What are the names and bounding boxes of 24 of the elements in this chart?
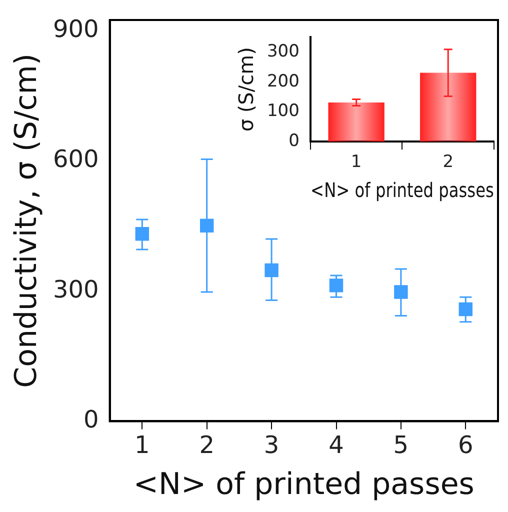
y-tick-label: 0 (288, 131, 300, 152)
x-tick-label: 6 (458, 430, 474, 459)
point (264, 263, 278, 278)
y-tick-label: 100 (266, 101, 300, 122)
x-axis-title: <N> of printed passes (310, 180, 494, 203)
x-tick-label: 5 (393, 430, 409, 459)
y-tick-label: 300 (52, 275, 99, 304)
x-tick-label: 2 (199, 430, 214, 459)
point (200, 218, 214, 232)
x-axis-title: <N> of printed passes (133, 466, 474, 502)
x-tick-label: 4 (328, 430, 344, 459)
y-tick-label: 900 (52, 15, 99, 44)
y-tick-label: 200 (266, 71, 300, 92)
x-tick-label: 2 (442, 152, 454, 172)
y-tick-label: 600 (52, 145, 99, 174)
y-axis-title: Conductivity, σ (S/cm) (8, 53, 44, 388)
point (329, 278, 344, 292)
y-axis-title: σ (S/cm) (234, 47, 258, 132)
y-tick-label: 0 (84, 405, 99, 434)
x-tick-label: 3 (264, 430, 280, 459)
y-tick-label: 300 (266, 42, 300, 62)
point (394, 285, 408, 299)
x-tick-label: 1 (350, 152, 362, 172)
x-tick-label: 1 (134, 430, 150, 459)
